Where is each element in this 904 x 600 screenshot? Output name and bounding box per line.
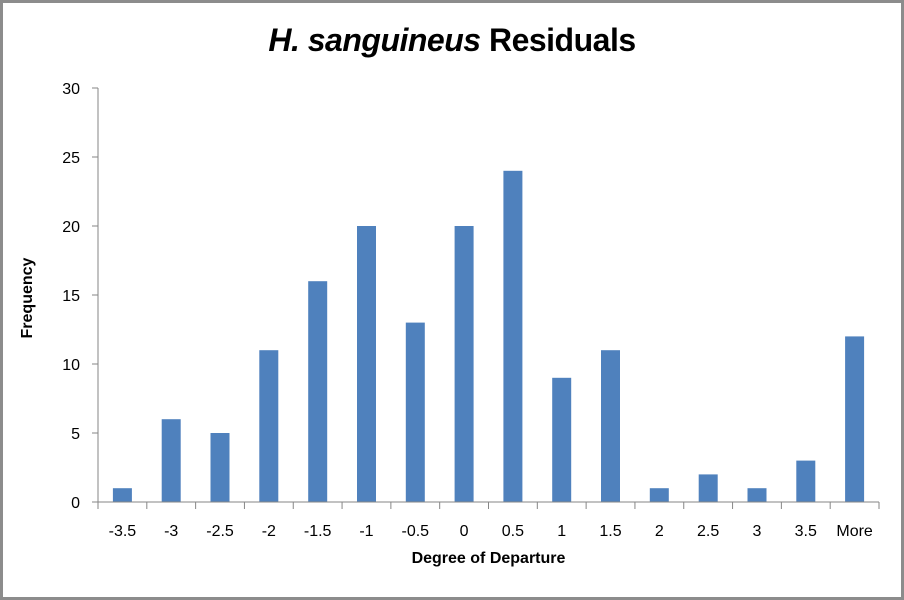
bar--1.5	[308, 281, 328, 502]
bar-2.5	[698, 474, 718, 502]
x-tick-label: 2.5	[697, 523, 719, 540]
x-tick-label: -3.5	[109, 523, 137, 540]
bar-3	[747, 488, 767, 502]
bar-0	[454, 226, 474, 502]
y-tick-label: 25	[62, 150, 80, 167]
x-tick-label: 0	[460, 523, 469, 540]
x-tick-label: 1	[557, 523, 566, 540]
x-tick-label: 2	[655, 523, 664, 540]
x-tick-label: -1	[359, 523, 373, 540]
x-tick-label: -2	[262, 523, 276, 540]
bar-3.5	[796, 460, 816, 502]
axes: 0 5 10 15 20 25 30 -3.5 -3 -2.5 -2 -1.5 -1 -0.5 0 0.5 1 1…	[62, 81, 880, 540]
x-tick-label: -3	[164, 523, 178, 540]
bar-1.5	[601, 350, 620, 502]
x-axis-label: Degree of Departure	[411, 550, 566, 567]
bar--3.5	[112, 488, 132, 502]
bar--0.5	[405, 322, 425, 502]
y-tick-label: 0	[71, 495, 80, 512]
chart-title-italic: H. sanguineus	[268, 22, 481, 58]
bar-series	[112, 170, 865, 503]
chart-title: H. sanguineus Residuals	[0, 22, 904, 59]
x-tick-label: 3.5	[795, 523, 817, 540]
y-tick-label: 5	[71, 426, 80, 443]
bar-2	[649, 488, 669, 502]
bar--2.5	[210, 433, 230, 502]
y-tick-label: 15	[62, 288, 80, 305]
x-tick-label: 3	[753, 523, 762, 540]
x-tick-label: -2.5	[206, 523, 234, 540]
bar-1	[552, 377, 572, 502]
x-tick-label: More	[836, 523, 873, 540]
y-tick-label: 20	[62, 219, 80, 236]
x-tick-label: -0.5	[401, 523, 429, 540]
y-tick-label: 30	[62, 81, 80, 98]
bar-0.5	[503, 170, 523, 503]
x-tick-label: 0.5	[502, 523, 524, 540]
bar--3	[161, 419, 181, 502]
bar--1	[357, 226, 376, 502]
x-tick-label: 1.5	[599, 523, 621, 540]
bar--2	[259, 350, 279, 502]
y-tick-label: 10	[62, 357, 80, 374]
chart-title-regular: Residuals	[488, 22, 636, 58]
x-tick-label: -1.5	[304, 523, 332, 540]
bar-More	[845, 336, 865, 502]
